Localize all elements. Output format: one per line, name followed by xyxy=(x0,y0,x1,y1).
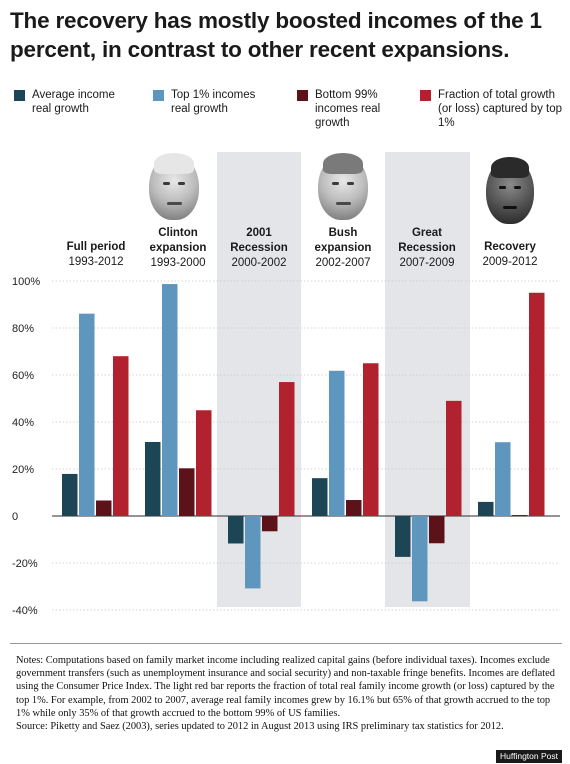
period-name: Bush expansion xyxy=(314,227,372,254)
bar-top1 xyxy=(79,313,95,516)
bar-bottom99 xyxy=(429,516,445,544)
period-name: Full period xyxy=(66,241,126,253)
legend-swatch-fraction xyxy=(420,90,431,101)
period-name: 2001 Recession xyxy=(230,227,288,254)
bar-average xyxy=(312,478,328,516)
credit-badge: Huffington Post xyxy=(496,750,562,763)
y-tick-label: -20% xyxy=(12,558,38,570)
period-years: 2009-2012 xyxy=(482,256,538,268)
bar-average xyxy=(395,516,411,557)
bar-top1 xyxy=(245,516,261,589)
period-years: 1993-2012 xyxy=(68,256,124,268)
bar-fraction xyxy=(196,410,212,516)
period-years: 1993-2000 xyxy=(150,257,206,269)
period-name: Great Recession xyxy=(398,227,456,254)
bar-bottom99 xyxy=(346,500,362,516)
period-years: 2002-2007 xyxy=(315,257,371,269)
y-tick-label: 100% xyxy=(12,276,40,288)
legend-swatch-average xyxy=(14,90,25,101)
y-tick-label: 40% xyxy=(12,417,34,429)
legend-label-bottom99: Bottom 99% incomes real growth xyxy=(315,89,381,129)
bar-top1 xyxy=(412,516,428,602)
clinton-portrait xyxy=(149,152,199,220)
bar-top1 xyxy=(329,370,345,516)
obama-portrait xyxy=(486,156,534,224)
bar-average xyxy=(228,516,244,544)
legend-swatch-top1 xyxy=(153,90,164,101)
bar-fraction xyxy=(113,356,129,516)
period-label-2001: 2001 Recession 2000-2002 xyxy=(209,226,309,271)
bar-average xyxy=(145,441,161,516)
bar-top1 xyxy=(495,442,511,516)
bar-bottom99 xyxy=(179,468,195,516)
bar-fraction xyxy=(446,400,462,516)
legend-label-average: Average income real growth xyxy=(32,89,115,115)
period-years: 2000-2002 xyxy=(231,257,287,269)
bar-bottom99 xyxy=(96,500,112,516)
y-tick-label: 80% xyxy=(12,323,34,335)
period-label-bush: Bush expansion 2002-2007 xyxy=(293,226,393,271)
bush-portrait xyxy=(318,152,368,220)
period-label-recovery: Recovery 2009-2012 xyxy=(460,240,560,270)
bar-fraction xyxy=(279,382,295,516)
period-years: 2007-2009 xyxy=(399,257,455,269)
bar-bottom99 xyxy=(512,515,528,517)
legend-label-fraction: Fraction of total growth (or loss) captu… xyxy=(438,89,563,129)
bar-average xyxy=(62,473,78,516)
chart-title: The recovery has mostly boosted incomes … xyxy=(10,8,542,62)
period-label-clinton: Clinton expansion 1993-2000 xyxy=(128,226,228,271)
source-text: Source: Piketty and Saez (2003), series … xyxy=(16,721,504,733)
period-label-full: Full period 1993-2012 xyxy=(46,240,146,270)
legend-swatch-bottom99 xyxy=(297,90,308,101)
bar-top1 xyxy=(162,284,178,516)
period-name: Clinton expansion xyxy=(149,227,207,254)
bar-fraction xyxy=(363,363,379,516)
y-tick-label: -40% xyxy=(12,605,38,617)
bar-fraction xyxy=(529,292,545,516)
divider xyxy=(10,643,562,644)
legend: Average income real growth Top 1% income… xyxy=(0,88,570,134)
period-label-great: Great Recession 2007-2009 xyxy=(377,226,477,271)
bar-bottom99 xyxy=(262,516,278,532)
notes-text: Notes: Computations based on family mark… xyxy=(16,655,555,719)
y-tick-label: 20% xyxy=(12,464,34,476)
period-name: Recovery xyxy=(484,241,536,253)
notes-block: Notes: Computations based on family mark… xyxy=(16,654,561,733)
y-tick-label: 60% xyxy=(12,370,34,382)
bar-average xyxy=(478,501,494,516)
y-tick-label: 0 xyxy=(12,511,18,523)
legend-label-top1: Top 1% incomes real growth xyxy=(171,89,256,115)
